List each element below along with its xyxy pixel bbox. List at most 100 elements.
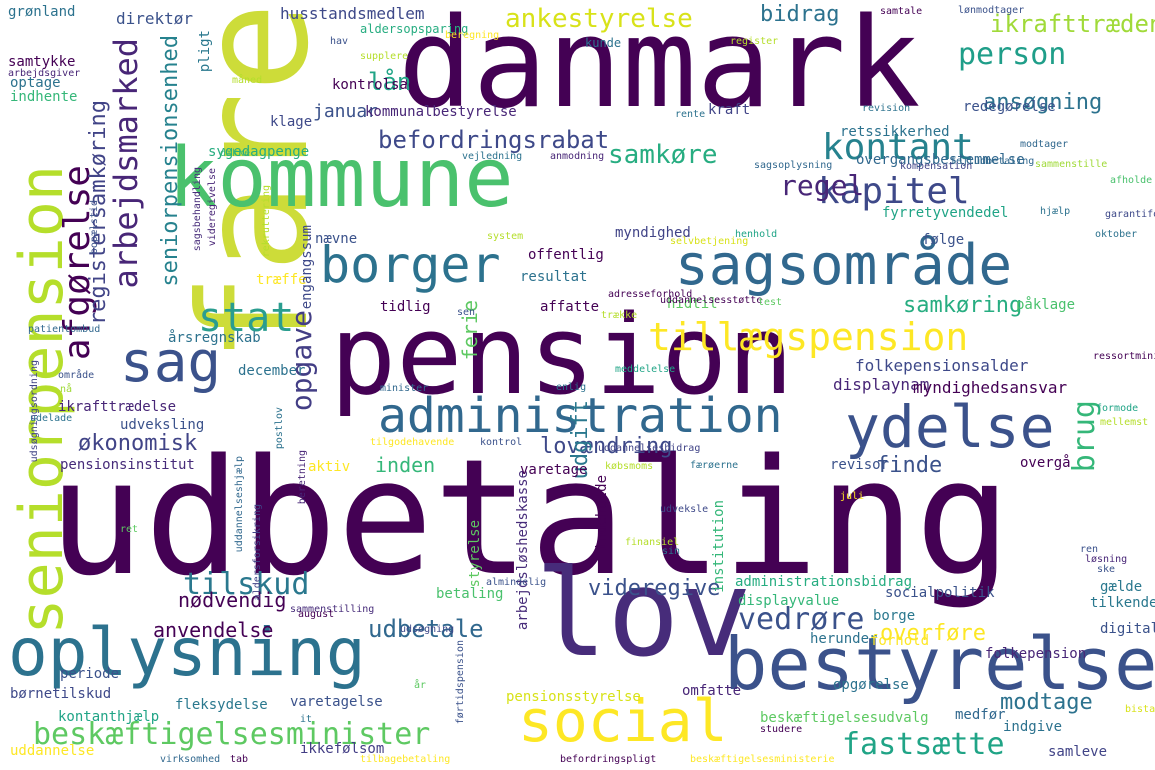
word-119: engangssum (299, 225, 315, 310)
word-92: udveksling (120, 417, 205, 433)
word-39: lovændring (540, 434, 673, 459)
word-181: tilbagebetaling (360, 754, 451, 765)
word-145: system (487, 231, 524, 242)
word-86: indeholde (594, 475, 610, 551)
word-179: virksomhed (160, 754, 221, 765)
word-184: videregivelse (207, 168, 218, 247)
word-125: samtale (880, 6, 923, 17)
word-144: henhold (735, 229, 778, 240)
word-133: dække (220, 148, 251, 159)
word-88: revisor (830, 457, 890, 473)
word-55: folkepensionsalder (855, 356, 1029, 375)
word-48: overføre (880, 621, 986, 646)
word-122: hav (330, 36, 349, 47)
word-22: fastsætte (842, 727, 1005, 762)
word-195: uddannelseshjælp (234, 456, 245, 553)
word-60: displayvalue (738, 593, 840, 609)
word-140: afholde (1110, 175, 1153, 186)
word-169: løsning (1085, 554, 1128, 565)
word-79: digital (1100, 621, 1155, 637)
word-168: ren (1080, 544, 1099, 555)
word-173: august (298, 609, 335, 620)
word-130: måned (232, 75, 263, 86)
word-69: uddannelse (10, 743, 95, 759)
word-174: udsøgning (400, 624, 455, 635)
word-176: bistand (1125, 704, 1155, 715)
word-70: ikkefølsom (300, 741, 385, 757)
word-109: redegørelse (963, 99, 1056, 115)
word-36: bidrag (760, 2, 840, 27)
word-26: regel (780, 169, 865, 202)
word-33: seniorpensionsenhed (158, 35, 183, 287)
word-183: beskæftigelsesministerie (690, 754, 835, 765)
word-153: ressortministerie (1093, 351, 1155, 362)
word-14: sag (120, 330, 222, 395)
word-57: myndighedsansvar (913, 378, 1068, 397)
word-126: lønmodtager (958, 5, 1025, 16)
word-147: adresseforhold (608, 289, 693, 300)
word-121: kunde (585, 36, 622, 50)
word-178: år (414, 680, 427, 691)
word-120: aldersopsparing (360, 22, 469, 36)
word-78: borge (873, 608, 916, 624)
word-41: videregive (588, 576, 721, 601)
word-75: opgørelse (833, 677, 909, 693)
word-127: modtager (1020, 139, 1069, 150)
word-117: samtykke (8, 54, 76, 70)
word-80: tilkende (1090, 595, 1155, 611)
word-100: påklage (1016, 297, 1076, 313)
word-21: beskæftigelsesminister (33, 717, 431, 752)
word-35: lån (368, 68, 412, 96)
word-30: befordringsrabat (378, 126, 610, 154)
word-101: følge (922, 232, 965, 248)
word-25: samkøre (608, 140, 718, 170)
word-134: vejledning (462, 151, 523, 162)
word-177: studere (760, 724, 803, 735)
word-175: it (300, 714, 313, 725)
word-93: ikrafttrædelse (58, 399, 177, 415)
word-165: ret (120, 524, 139, 535)
word-123: beregning (445, 30, 500, 41)
word-185: sagsbehandling (192, 167, 203, 252)
word-141: garantifond (1105, 209, 1155, 220)
word-103: resultat (520, 269, 588, 285)
word-115: indhente (10, 89, 78, 105)
word-193: postlov (274, 407, 285, 450)
word-97: tidlig (380, 299, 431, 315)
word-16: arbejdsmarked (107, 38, 145, 289)
word-32: tilskud (183, 567, 310, 602)
word-99: hidtil (667, 296, 718, 312)
word-132: arbejdsgiver (8, 68, 81, 79)
word-37: ansøgning (983, 90, 1103, 115)
word-87: institution (711, 500, 727, 593)
word-9: ydelse (845, 393, 1055, 461)
word-131: supplere (360, 51, 409, 62)
word-71: samleve (1048, 744, 1108, 760)
word-13: borger (320, 236, 501, 294)
word-27: person (958, 37, 1067, 72)
word-182: befordringspligt (560, 754, 657, 765)
word-163: udveksle (660, 504, 709, 515)
word-6: oplysning (8, 614, 366, 691)
word-172: sammenstilling (290, 604, 375, 615)
word-43: udbetale (368, 615, 484, 643)
word-196: aldersforsikring (252, 504, 263, 601)
word-194: beretning (297, 450, 308, 505)
word-96: træffe (256, 272, 307, 288)
word-118: grønland (8, 4, 76, 20)
word-4: kommune (168, 131, 514, 226)
word-154: enlig (556, 382, 587, 393)
word-8: sagsområde (675, 233, 1013, 298)
word-7: bestyrelse (724, 622, 1155, 706)
word-151: trække (601, 310, 638, 321)
word-91: aktiv (308, 459, 351, 475)
word-17: kontant (822, 127, 974, 168)
word-68: børnetilskud (10, 686, 112, 702)
word-104: offentlig (528, 247, 604, 263)
word-180: tab (230, 754, 249, 765)
word-23: opgave (285, 310, 318, 412)
word-1: danmark (398, 0, 921, 136)
word-83: betaling (436, 586, 504, 602)
word-82: folkepension (985, 646, 1087, 662)
